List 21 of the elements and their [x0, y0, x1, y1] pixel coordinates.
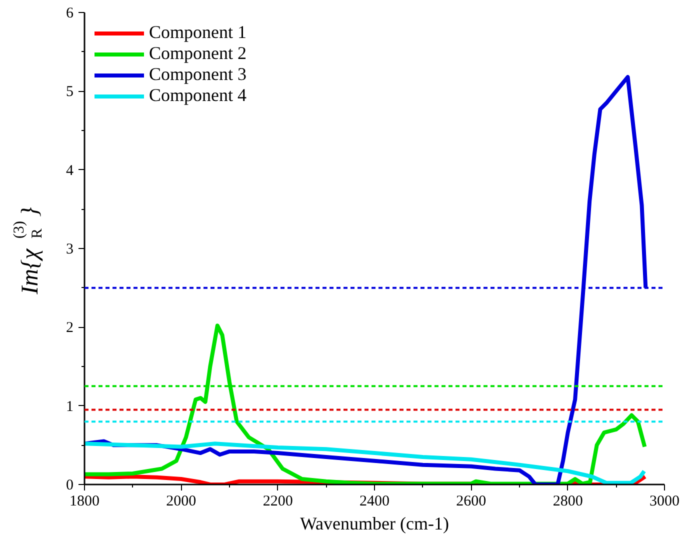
y-tick-label: 4: [66, 162, 74, 179]
x-tick-label: 3000: [650, 494, 680, 510]
x-tick-label: 2800: [552, 494, 583, 510]
x-tick-label: 1800: [70, 494, 100, 510]
legend-label: Component 2: [149, 43, 246, 64]
y-tick-label: 5: [66, 84, 74, 100]
y-tick-label: 6: [66, 6, 74, 22]
line-series: [84, 442, 646, 484]
y-tick-label: 1: [66, 398, 74, 415]
y-tick-label: 3: [66, 242, 74, 258]
x-tick-label: 2200: [262, 494, 293, 510]
legend-label: Component 1: [149, 22, 246, 43]
y-tick-label: 2: [66, 320, 74, 336]
x-axis-title: Wavenumber (cm-1): [300, 514, 449, 534]
x-tick-label: 2600: [456, 494, 486, 510]
y-tick-label: 0: [66, 478, 74, 494]
x-tick-label: 2000: [166, 494, 196, 510]
y-axis-title: Im{χR(3)}: [12, 206, 46, 296]
x-tick-label: 2400: [360, 494, 390, 510]
legend-label: Component 4: [149, 85, 246, 106]
legend-label: Component 3: [149, 64, 246, 85]
